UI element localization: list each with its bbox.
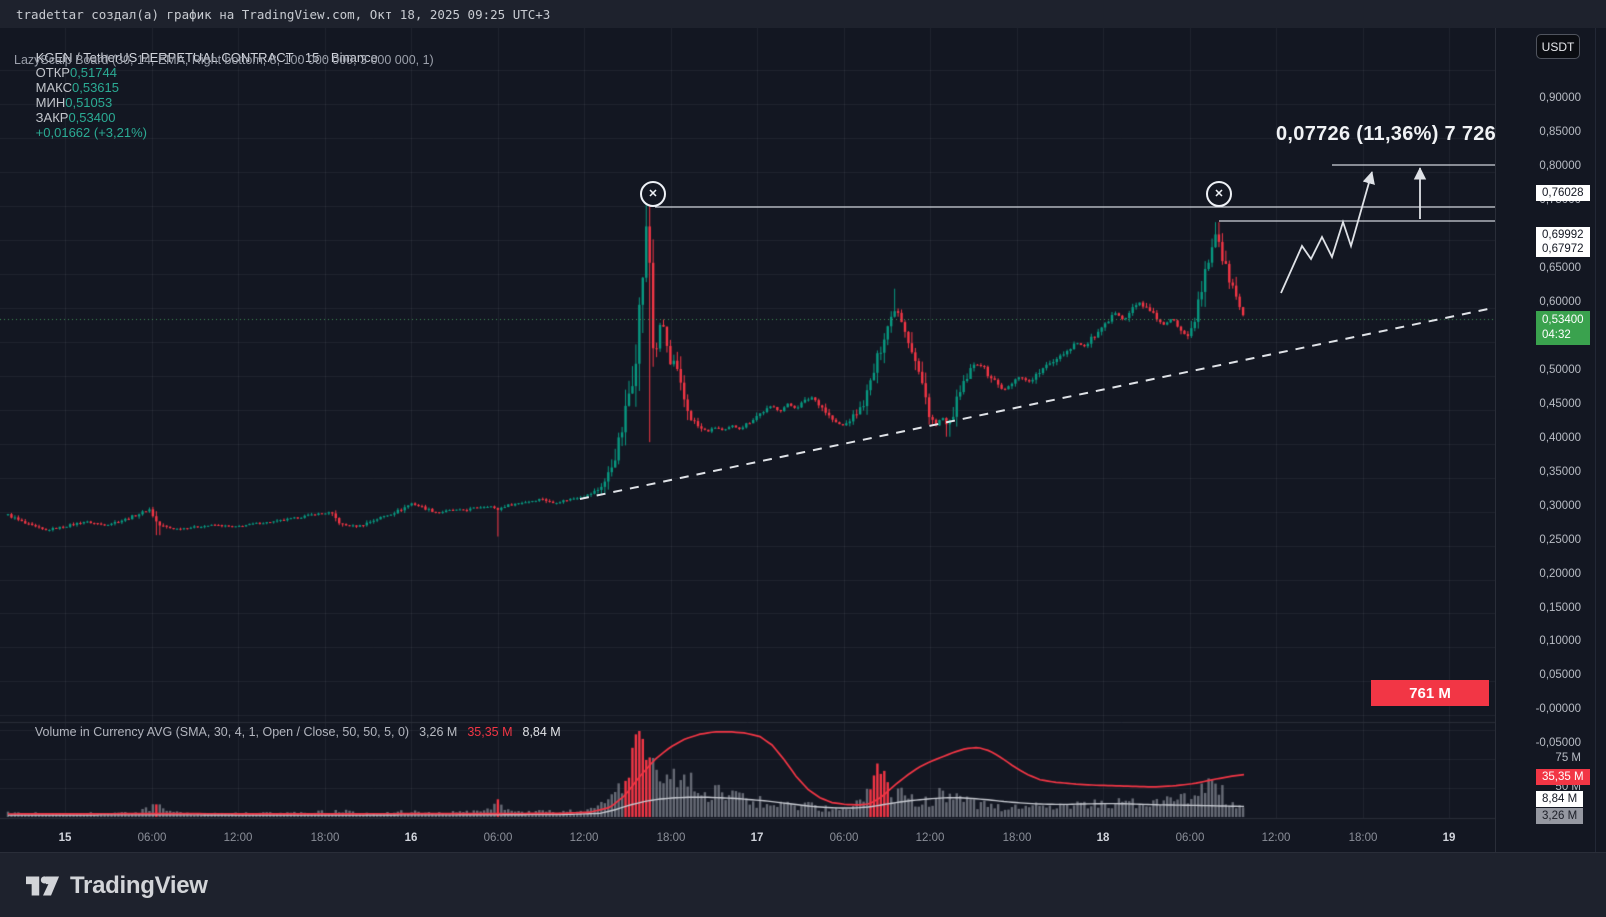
last-price-value: 0,53400 [1542,314,1584,326]
indicator-title: LazyScalp Board (30, 14, EMA, Right bott… [14,53,434,67]
price-tick-label: 0,50000 [1539,364,1581,376]
open-label: ОТКР [35,65,70,80]
price-tick-label: -0,00000 [1535,703,1581,715]
time-tick-label: 16 [404,832,418,844]
lazyscalp-volume-badge: 761 М [1371,680,1489,706]
time-tick-label: 12:00 [569,832,599,844]
time-tick-label: 06:00 [137,832,167,844]
symbol-legend[interactable]: KGEN / TetherUS PERPETUAL CONTRACT · 15 … [14,35,385,155]
price-tick-label: 0,60000 [1539,296,1581,308]
volume-legend[interactable]: Volume in Currency AVG (SMA, 30, 4, 1, O… [14,711,561,753]
time-tick-label: 06:00 [829,832,859,844]
currency-toggle-button[interactable]: USDT [1536,34,1580,59]
symbol-title: KGEN / TetherUS PERPETUAL CONTRACT · 15 … [35,50,378,65]
high-value: 0,53615 [72,80,119,95]
chart-area[interactable]: KGEN / TetherUS PERPETUAL CONTRACT · 15 … [0,28,1606,852]
price-tick-label: 0,10000 [1539,635,1581,647]
price-tick-label: 0,30000 [1539,500,1581,512]
lower-level-price-badge: 0,67972 [1536,241,1590,257]
price-tick-label: 0,85000 [1539,126,1581,138]
price-tick-label: 0,80000 [1539,160,1581,172]
time-tick-label: 18:00 [656,832,686,844]
time-tick-label: 18 [1096,832,1110,844]
price-tick-label: 0,25000 [1539,534,1581,546]
volume-tick-label: 75 М [1555,752,1581,764]
time-tick-label: 06:00 [1175,832,1205,844]
measure-annotation[interactable]: 0,07726 (11,36%) 7 726 [1276,123,1497,145]
price-tick-label: -0,05000 [1535,737,1581,749]
volume-sma-white-value: 8,84 М [522,725,561,739]
last-price-badge: 0,53400 04:32 [1536,311,1590,345]
price-tick-label: 0,40000 [1539,432,1581,444]
time-tick-label: 15 [58,832,72,844]
cross-icon: ✕ [1214,187,1224,200]
axis-inner-line [1595,28,1596,852]
price-tick-label: 0,05000 [1539,669,1581,681]
close-value: 0,53400 [68,110,116,125]
high-label: МАКС [35,80,72,95]
tradingview-brand-text[interactable]: TradingView [70,871,208,899]
time-tick-label: 12:00 [1261,832,1291,844]
close-label: ЗАКР [35,110,69,125]
volume-current-value: 3,26 М [419,725,458,739]
change-value: +0,01662 (+3,21%) [35,125,147,140]
candle-countdown: 04:32 [1542,329,1571,341]
time-tick-label: 12:00 [915,832,945,844]
peak-cross-marker-icon[interactable]: ✕ [1206,181,1232,207]
indicator-legend[interactable]: LazyScalp Board (30, 14, EMA, Right bott… [14,53,434,67]
attribution-bar: tradettar создал(а) график на TradingVie… [0,0,1606,28]
time-tick-label: 17 [750,832,764,844]
footer: TradingView [0,852,1606,917]
time-tick-label: 19 [1442,832,1456,844]
volume-legend-title: Volume in Currency AVG (SMA, 30, 4, 1, O… [34,725,410,739]
target-price-badge: 0,76028 [1536,185,1590,201]
attribution-text: tradettar создал(а) график на TradingVie… [16,6,551,22]
price-axis[interactable]: USDT 0,900000,850000,800000,750000,70000… [1495,28,1606,852]
price-tick-label: 0,35000 [1539,466,1581,478]
time-tick-label: 12:00 [223,832,253,844]
low-value: 0,51053 [65,95,113,110]
time-tick-label: 18:00 [1002,832,1032,844]
price-tick-label: 0,20000 [1539,568,1581,580]
time-tick-label: 18:00 [310,832,340,844]
peak-cross-marker-icon[interactable]: ✕ [640,181,666,207]
price-tick-label: 0,45000 [1539,398,1581,410]
low-label: МИН [35,95,66,110]
volume-current-badge: 3,26 М [1536,808,1584,824]
volume-sma-red-badge: 35,35 М [1536,769,1590,785]
price-tick-label: 0,15000 [1539,602,1581,614]
time-tick-label: 18:00 [1348,832,1378,844]
price-tick-label: 0,90000 [1539,92,1581,104]
volume-sma-white-badge: 8,84 М [1536,791,1584,807]
open-value: 0,51744 [69,65,117,80]
time-tick-label: 06:00 [483,832,513,844]
cross-icon: ✕ [648,187,658,200]
upper-level-price-badge: 0,69992 [1536,227,1590,243]
price-tick-label: 0,65000 [1539,262,1581,274]
volume-sma-red-value: 35,35 М [467,725,513,739]
tradingview-logo-icon[interactable] [26,872,60,900]
